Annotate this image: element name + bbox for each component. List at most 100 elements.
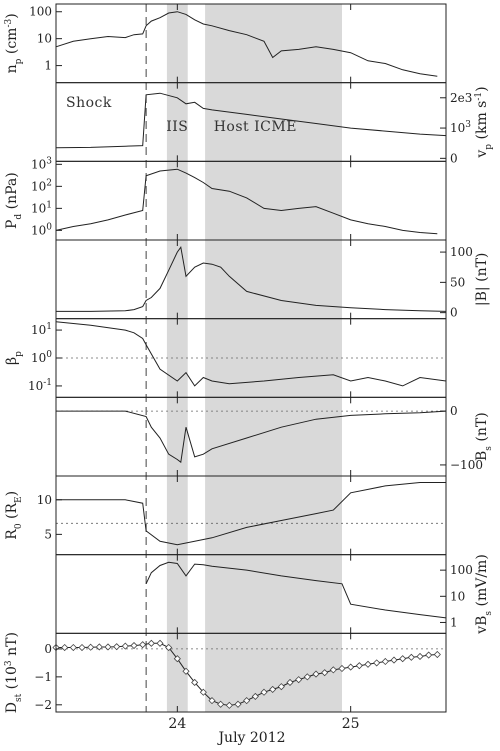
y-tick-label-beta: 10-1 xyxy=(28,378,52,393)
y-axis-label-vp: vp (km s-1) xyxy=(474,86,494,158)
data-point-dst xyxy=(139,641,147,649)
y-axis-label-vbs: vBs (mV/m) xyxy=(474,554,494,635)
annotations: Shock IIS Host ICME xyxy=(66,95,297,135)
y-tick-label-b: 0 xyxy=(450,306,458,320)
y-tick-label-pd: 100 xyxy=(31,222,52,237)
data-point-dst xyxy=(234,700,242,708)
y-tick-label-pd: 102 xyxy=(31,178,52,193)
y-tick-label-vp: 2e3 xyxy=(450,91,472,105)
y-axis-label-dst: Dst (103 nT) xyxy=(4,632,24,713)
y-tick-label-np: 10 xyxy=(37,32,52,46)
data-point-dst xyxy=(347,663,355,671)
y-tick-label-bs: −100 xyxy=(450,458,483,472)
y-tick-label-bs: 0 xyxy=(450,404,458,418)
data-point-dst xyxy=(251,692,259,700)
y-tick-label-r0: 10 xyxy=(37,493,52,507)
data-point-dst xyxy=(303,673,311,681)
series-line-b xyxy=(56,245,447,312)
y-axis-label-bs: Bs (nT) xyxy=(474,412,494,461)
y-tick-label-np: 100 xyxy=(29,5,52,19)
data-point-dst xyxy=(373,659,381,667)
x-tick-label: 24 xyxy=(168,716,186,732)
data-point-dst xyxy=(243,697,251,705)
y-tick-label-b: 50 xyxy=(450,275,465,289)
series-line-np xyxy=(55,11,438,77)
data-point-dst xyxy=(165,643,173,652)
data-point-dst xyxy=(381,657,389,666)
data-series xyxy=(52,11,447,709)
data-point-dst xyxy=(416,652,424,661)
data-point-dst xyxy=(269,685,277,694)
y-tick-label-pd: 103 xyxy=(31,156,52,171)
y-axis-label-r0: R0 (RE) xyxy=(4,491,24,540)
y-tick-label-vp: 103 xyxy=(450,120,471,135)
y-axis-label-pd: Pd (nPa) xyxy=(4,172,24,229)
y-axis-label-beta: βp xyxy=(4,351,24,365)
series-line-vbs xyxy=(145,561,447,619)
data-point-dst xyxy=(425,651,433,659)
data-point-dst xyxy=(208,697,216,705)
y-tick-label-vp: 0 xyxy=(450,151,458,165)
data-point-dst xyxy=(260,688,268,696)
y-tick-label-vbs: 10 xyxy=(450,589,465,603)
data-point-dst xyxy=(78,643,86,652)
data-point-dst xyxy=(277,683,285,691)
y-axis-label-np: np (cm-3) xyxy=(4,13,24,73)
y-tick-label-pd: 101 xyxy=(31,200,52,215)
y-tick-label-dst: 0 xyxy=(44,642,52,656)
data-point-dst xyxy=(104,643,112,651)
y-tick-label-vbs: 100 xyxy=(450,563,473,577)
y-tick-label-r0: 5 xyxy=(44,527,52,541)
data-point-dst xyxy=(191,678,199,687)
data-point-dst xyxy=(61,643,69,652)
data-point-dst xyxy=(225,701,233,709)
y-tick-label-dst: −2 xyxy=(34,698,52,712)
shaded-intervals xyxy=(166,4,342,712)
panel-frame-dst xyxy=(55,632,447,713)
data-point-dst xyxy=(113,643,121,651)
data-point-dst xyxy=(121,642,129,650)
data-point-dst xyxy=(217,700,225,708)
x-tick-label: 25 xyxy=(342,716,360,732)
data-point-dst xyxy=(338,664,346,673)
x-axis-label: July 2012 xyxy=(216,730,285,746)
data-point-dst xyxy=(130,641,138,650)
data-point-dst xyxy=(295,676,303,684)
data-point-dst xyxy=(329,666,337,674)
y-tick-label-b: 100 xyxy=(450,245,473,259)
annotation-iis: IIS xyxy=(166,119,188,135)
data-point-dst xyxy=(199,688,207,696)
data-point-dst xyxy=(312,670,320,678)
y-tick-label-vbs: 1 xyxy=(450,615,458,629)
data-point-dst xyxy=(321,669,329,677)
annotation-host-icme: Host ICME xyxy=(214,119,297,135)
y-tick-label-np: 1 xyxy=(44,59,52,73)
data-point-dst xyxy=(182,667,190,675)
y-tick-label-beta: 100 xyxy=(31,350,52,365)
y-axis-label-b: |B| (nT) xyxy=(474,253,490,306)
axis-ticks xyxy=(56,4,446,712)
data-point-dst xyxy=(390,656,398,664)
series-line-r0 xyxy=(56,482,446,546)
data-point-dst xyxy=(95,643,103,651)
y-tick-label-dst: −1 xyxy=(34,670,52,684)
series-line-beta xyxy=(55,321,447,387)
data-point-dst xyxy=(156,639,164,647)
data-point-dst xyxy=(173,655,181,663)
data-point-dst xyxy=(147,639,155,647)
series-line-vp xyxy=(55,92,447,149)
data-point-dst xyxy=(69,643,77,652)
data-point-dst xyxy=(355,662,363,670)
annotation-shock: Shock xyxy=(66,95,112,111)
data-point-dst xyxy=(286,678,294,687)
reference-lines xyxy=(56,4,446,712)
data-point-dst xyxy=(399,655,407,663)
data-point-dst xyxy=(87,643,95,651)
data-point-dst xyxy=(364,660,372,668)
data-point-dst xyxy=(407,653,415,661)
series-line-bs xyxy=(56,410,447,464)
series-line-pd xyxy=(55,168,438,235)
data-point-dst xyxy=(433,650,441,659)
